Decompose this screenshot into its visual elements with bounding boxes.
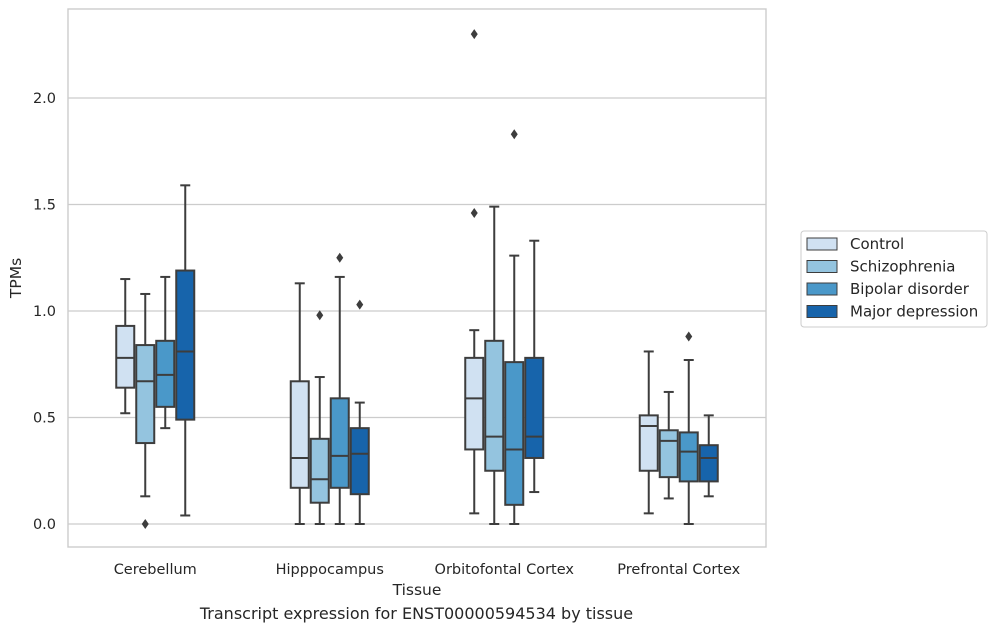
legend: Control Schizophrenia Bipolar disorder Majo… [800,230,988,328]
legend-swatch [806,282,838,296]
outlier-point [141,519,149,529]
outlier-point [510,129,518,140]
box-body [658,429,679,479]
box-layer [115,29,719,529]
y-tick-label: 2.0 [33,91,56,107]
box [658,390,679,500]
box-body [309,437,330,504]
legend-swatch [806,305,838,318]
legend-frame [800,230,988,328]
y-tick-label: 0.5 [33,411,56,427]
box [135,292,156,529]
box-body [115,324,136,389]
box [698,414,719,498]
x-axis-label: Tissue [392,581,442,599]
y-tick-label: 1.0 [33,304,56,320]
box [638,350,659,515]
box-body [464,356,485,451]
legend-label: Bipolar disorder [850,280,970,298]
outlier-point [336,252,344,263]
box-body [484,339,505,472]
box-body [349,427,370,496]
box [524,239,545,494]
x-tick-label: Orbitofontal Cortex [435,562,575,578]
legend-swatch [806,237,838,251]
box-body [504,361,525,506]
box [115,278,136,415]
outlier-point [470,29,478,40]
legend-label: Control [850,235,904,253]
box [678,331,699,525]
figure-caption: Transcript expression for ENST0000059453… [199,604,634,623]
x-tick-label: Hipppocampus [276,562,384,578]
x-tick-labels: Cerebellum Hipppocampus Orbitofontal Corte… [114,562,741,578]
box [329,252,350,525]
box [484,205,505,525]
box-body [638,414,659,472]
y-tick-label: 0.0 [33,517,56,533]
y-tick-label: 1.5 [33,198,56,214]
box [175,184,196,517]
box-body [155,339,176,408]
box-body [678,431,699,483]
x-tick-label: Cerebellum [114,562,197,578]
box [155,275,176,430]
box-body [135,344,156,445]
box [504,129,525,525]
plot-frame [67,8,767,548]
box-body [524,356,545,459]
box-body [329,397,350,489]
legend-swatch [806,260,838,273]
outlier-point [356,299,364,310]
legend-label: Schizophrenia [850,258,955,276]
box [464,29,485,515]
x-tick-label: Prefrontal Cortex [617,562,740,578]
y-axis-label: TPMs [7,258,25,299]
box-body [175,269,196,421]
box-body [698,444,719,483]
box-body [289,380,310,489]
legend-label: Major depression [850,303,978,321]
box [289,282,310,525]
box [349,299,370,525]
outlier-point [685,331,693,342]
box [309,310,330,525]
outlier-point [470,208,478,219]
y-tick-labels: 0.0 0.5 1.0 1.5 2.0 [33,91,56,533]
outlier-point [316,310,324,321]
